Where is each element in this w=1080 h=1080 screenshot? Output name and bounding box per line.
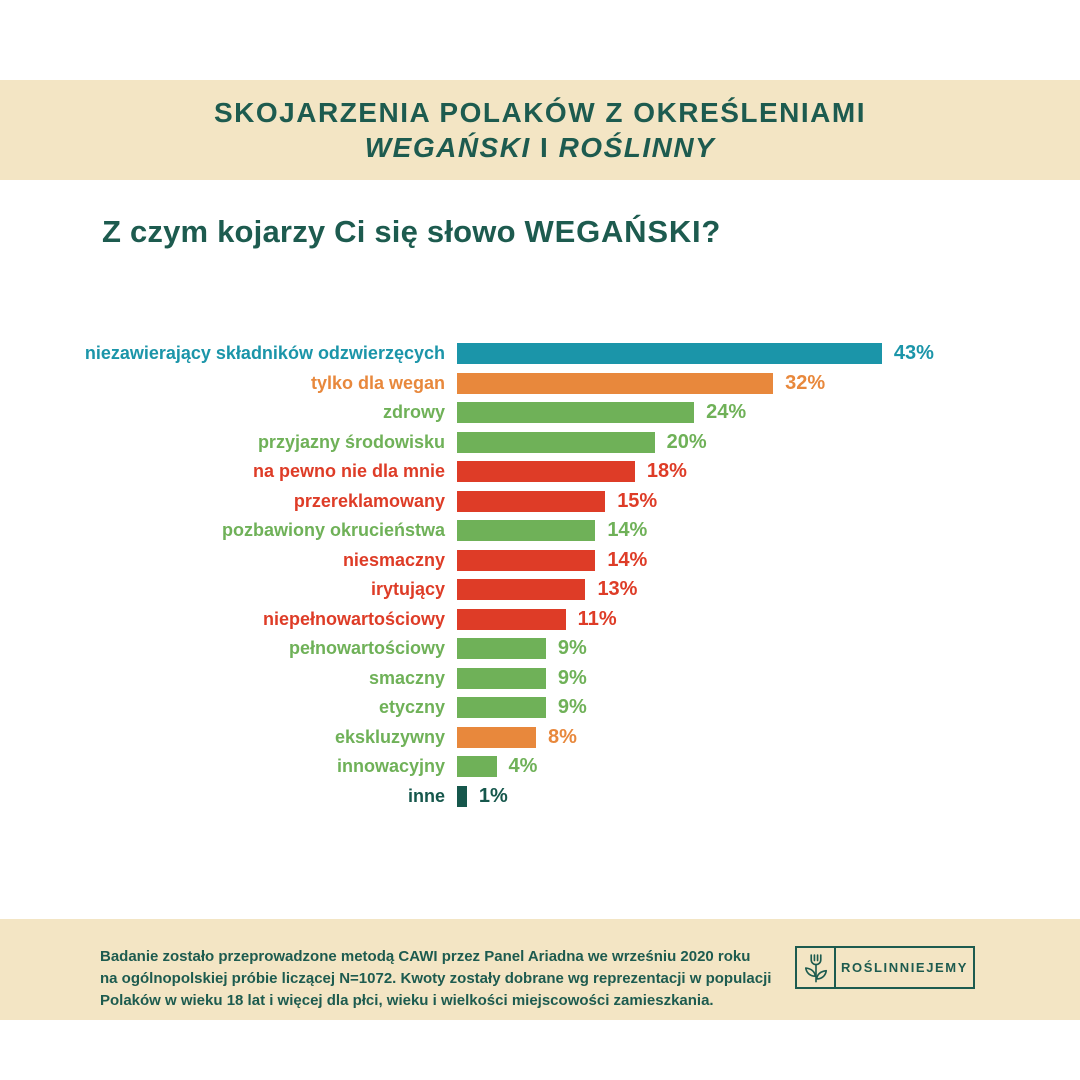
bar-label: smaczny — [368, 667, 445, 688]
bar-label: ekskluzywny — [334, 726, 445, 747]
chart-question: Z czym kojarzy Ci się słowo WEGAŃSKI? — [102, 214, 721, 250]
question-highlight: WEGAŃSKI? — [524, 214, 722, 249]
page-title-line-1: SKOJARZENIA POLAKÓW Z OKREŚLENIAMI — [214, 97, 866, 128]
bar — [457, 549, 596, 571]
title-word-roslinny: ROŚLINNY — [558, 132, 716, 163]
bar-value: 9% — [557, 666, 587, 689]
bar-value: 43% — [893, 342, 934, 365]
bar-value: 8% — [548, 725, 577, 748]
bar-value: 14% — [607, 548, 648, 571]
chart-row: na pewno nie dla mnie 18% — [0, 457, 1080, 487]
bar-value: 4% — [508, 755, 538, 778]
bar-label: innowacyjny — [336, 756, 445, 777]
bar-value: 9% — [557, 637, 587, 660]
bar — [457, 490, 606, 512]
logo-text-bold: JEMY — [926, 960, 968, 975]
bar-label: zdrowy — [382, 402, 445, 423]
title-connector: I — [530, 132, 559, 163]
chart-row: niesmaczny 14% — [0, 546, 1080, 576]
methodology-line-2: na ogólnopolskiej próbie liczącej N=1072… — [100, 970, 772, 987]
bar-label: przyjazny środowisku — [257, 431, 445, 452]
roslinniejemy-logo: ROŚLINNIE JEMY — [795, 946, 975, 989]
chart-row: niezawierający składników odzwierzęcych 4… — [0, 339, 1080, 369]
methodology-note: Badanie zostało przeprowadzone metodą CA… — [100, 946, 780, 1012]
bar — [457, 726, 537, 748]
chart-row: przereklamowany 15% — [0, 487, 1080, 517]
bar — [457, 608, 566, 630]
chart-row: irytujący 13% — [0, 575, 1080, 605]
bar — [457, 697, 546, 719]
bar — [457, 343, 882, 365]
bar-label: pozbawiony okrucieństwa — [221, 520, 445, 541]
bar — [457, 372, 774, 394]
bar — [457, 402, 695, 424]
bar — [457, 785, 467, 807]
chart-row: innowacyjny 4% — [0, 752, 1080, 782]
bar — [457, 461, 635, 483]
chart-row: tylko dla wegan 32% — [0, 369, 1080, 399]
question-prefix: Z czym kojarzy Ci się słowo — [102, 214, 525, 249]
bar — [457, 638, 546, 660]
chart-row: pełnowartościowy 9% — [0, 634, 1080, 664]
bar-label: na pewno nie dla mnie — [252, 461, 445, 482]
page-title-line-2: WEGAŃSKI I ROŚLINNY — [365, 130, 716, 165]
bar-label: pełnowartościowy — [288, 638, 445, 659]
bar-value: 32% — [785, 371, 826, 394]
bar-value: 14% — [607, 519, 648, 542]
bar-value: 9% — [557, 696, 587, 719]
bar-label: niepełnowartościowy — [262, 608, 445, 629]
bar-chart: niezawierający składników odzwierzęcych 4… — [0, 339, 1080, 811]
bar-label: tylko dla wegan — [310, 372, 445, 393]
bar-label: irytujący — [370, 579, 445, 600]
chart-row: smaczny 9% — [0, 664, 1080, 694]
methodology-line-1: Badanie zostało przeprowadzone metodą CA… — [100, 948, 751, 965]
bar-value: 1% — [478, 784, 508, 807]
bar — [457, 667, 546, 689]
logo-wordmark: ROŚLINNIE JEMY — [836, 948, 973, 987]
bar — [457, 756, 497, 778]
bar-value: 13% — [597, 578, 638, 601]
bar-value: 20% — [666, 430, 707, 453]
footer-band: Badanie zostało przeprowadzone metodą CA… — [0, 919, 1080, 1020]
chart-row: ekskluzywny 8% — [0, 723, 1080, 753]
methodology-line-3: Polaków w wieku 18 lat i więcej dla płci… — [100, 992, 714, 1009]
bar-label: przereklamowany — [293, 490, 445, 511]
bar-label: inne — [407, 785, 445, 806]
chart-row: etyczny 9% — [0, 693, 1080, 723]
bar-value: 15% — [617, 489, 658, 512]
bar-label: niesmaczny — [342, 549, 445, 570]
logo-text-regular: ROŚLINNIE — [841, 960, 927, 975]
bar-value: 11% — [577, 607, 617, 630]
chart-row: niepełnowartościowy 11% — [0, 605, 1080, 635]
chart-row: inne 1% — [0, 782, 1080, 812]
bar-value: 24% — [706, 401, 747, 424]
title-word-weganski: WEGAŃSKI — [364, 132, 531, 163]
fork-plant-icon — [797, 948, 836, 987]
bar — [457, 431, 655, 453]
bar-label: niezawierający składników odzwierzęcych — [84, 343, 445, 364]
header-band: SKOJARZENIA POLAKÓW Z OKREŚLENIAMI WEGAŃ… — [0, 80, 1080, 180]
bar-value: 18% — [646, 460, 687, 483]
bar — [457, 579, 586, 601]
chart-row: pozbawiony okrucieństwa 14% — [0, 516, 1080, 546]
chart-row: przyjazny środowisku 20% — [0, 428, 1080, 458]
bar — [457, 520, 596, 542]
bar-label: etyczny — [378, 697, 445, 718]
chart-row: zdrowy 24% — [0, 398, 1080, 428]
